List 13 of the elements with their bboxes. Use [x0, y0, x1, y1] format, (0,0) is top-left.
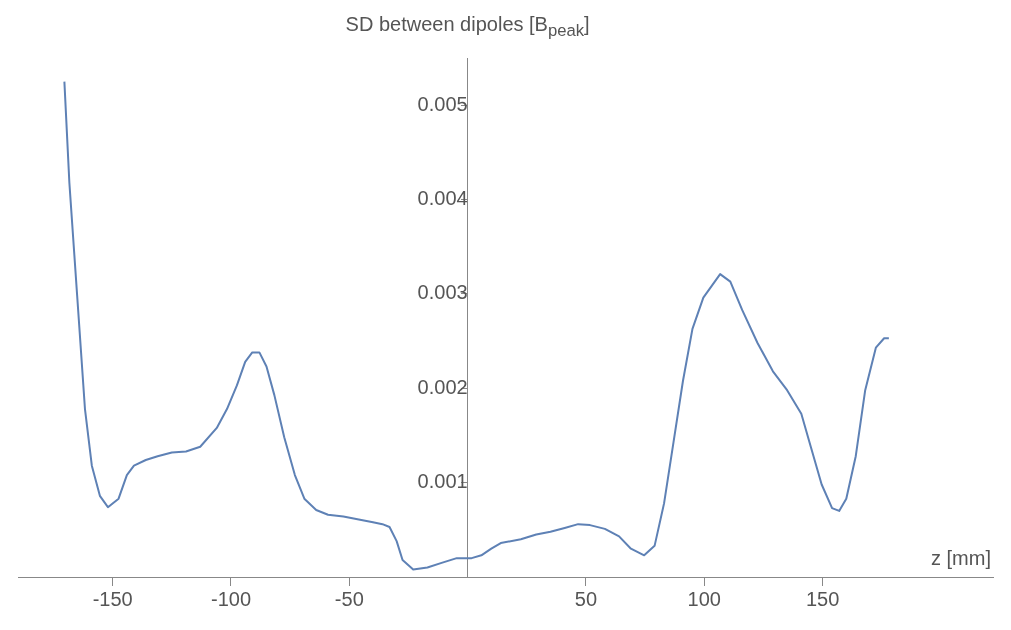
- x-tick-label: 50: [574, 587, 598, 610]
- x-tick-label: 150: [805, 587, 840, 610]
- y-tick-label: 0.005: [417, 92, 468, 115]
- x-tick-label: 100: [687, 587, 721, 610]
- y-axis-title: SD between dipoles [B$_{peak}$]: [345, 13, 590, 41]
- y-tick-label: 0.001: [417, 470, 468, 493]
- x-tick-label: -100: [210, 587, 251, 610]
- y-tick-label: 0.003: [417, 281, 468, 304]
- x-axis-title: z [mm]: [931, 547, 991, 570]
- x-tick-label: -50: [334, 587, 364, 610]
- y-tick-label: 0.002: [417, 375, 468, 398]
- y-tick-label: 0.004: [417, 187, 468, 210]
- x-tick-label: -150: [92, 587, 133, 610]
